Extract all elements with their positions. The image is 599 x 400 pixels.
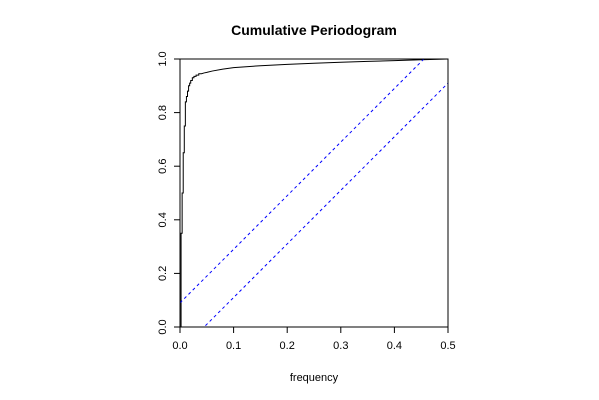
- cumulative-periodogram-line: [180, 59, 448, 327]
- y-tick-label: 0.4: [157, 212, 169, 227]
- y-tick-label: 1.0: [157, 51, 169, 66]
- plot-area: [180, 59, 448, 327]
- x-tick-label: 0.3: [333, 340, 348, 352]
- x-axis: 0.0 0.1 0.2 0.3 0.4 0.5: [172, 327, 456, 352]
- x-tick-label: 0.5: [440, 340, 455, 352]
- y-tick-label: 0.6: [157, 159, 169, 174]
- y-tick-label: 0.0: [157, 319, 169, 334]
- x-tick-label: 0.1: [226, 340, 241, 352]
- confidence-bound-line-1: [180, 59, 425, 304]
- x-tick-label: 0.4: [387, 340, 402, 352]
- x-axis-label: frequency: [290, 372, 339, 384]
- confidence-bound-line-2: [203, 82, 448, 327]
- y-tick-label: 0.2: [157, 266, 169, 281]
- x-tick-label: 0.2: [280, 340, 295, 352]
- y-axis: 0.0 0.2 0.4 0.6 0.8 1.0: [157, 51, 180, 335]
- plot-frame: [179, 58, 449, 328]
- y-tick-label: 0.8: [157, 105, 169, 120]
- chart-title: Cumulative Periodogram: [231, 22, 397, 38]
- x-tick-label: 0.0: [172, 340, 187, 352]
